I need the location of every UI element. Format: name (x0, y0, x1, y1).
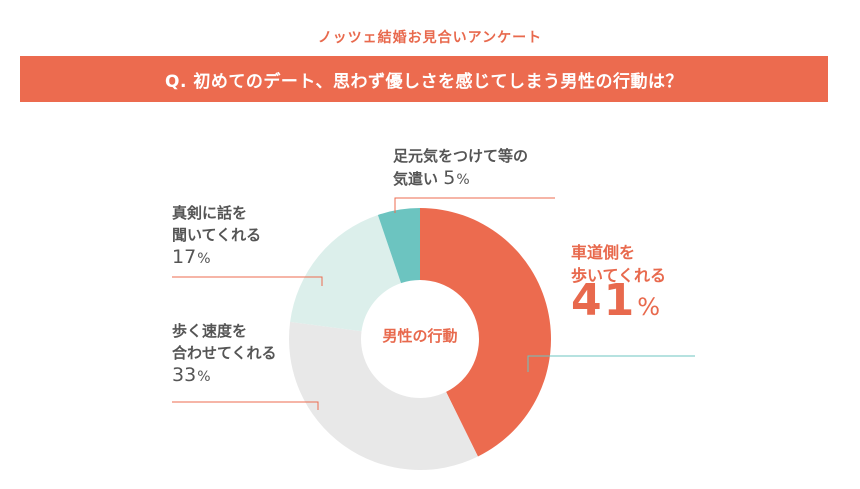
question-banner: Q. 初めてのデート、思わず優しさを感じてしまう男性の行動は？ (20, 56, 828, 102)
slice-label-listen: 真剣に話を 聞いてくれる 17% (172, 202, 261, 270)
slice-label-care-line2-row: 気遣い 5% (393, 167, 528, 191)
slice-speed (289, 321, 478, 470)
leader-main (527, 355, 695, 372)
slice-label-speed-line1: 歩く速度を (172, 322, 248, 340)
question-text: Q. 初めてのデート、思わず優しさを感じてしまう男性の行動は？ (165, 71, 683, 92)
slice-label-speed-line2: 合わせてくれる (172, 344, 277, 362)
slice-main (420, 208, 552, 457)
slice-label-listen-line1: 真剣に話を (172, 204, 248, 222)
slice-value-care-unit: % (456, 172, 470, 188)
slice-label-main-line1: 車道側を (571, 243, 636, 262)
slice-label-care-line1: 足元気をつけて等の (393, 147, 529, 165)
slice-label-main: 車道側を 歩いてくれる 41% (571, 241, 667, 323)
survey-label: ノッツェ結婚お見合いアンケート (317, 30, 543, 46)
slice-value-speed-number: 33 (172, 364, 197, 386)
slice-label-main-line2: 歩いてくれる (571, 266, 667, 285)
slice-value-listen-number: 17 (172, 246, 197, 268)
slice-value-care-number: 5 (443, 167, 456, 189)
slice-label-care-line2: 気遣い (393, 170, 439, 188)
leader-listen (172, 276, 323, 286)
slice-care (377, 208, 420, 284)
slice-value-main: 41% (571, 279, 666, 323)
slice-label-listen-line2: 聞いてくれる (172, 226, 262, 244)
leader-speed (172, 401, 319, 410)
leader-care (394, 197, 555, 213)
slice-label-speed: 歩く速度を 合わせてくれる 33% (172, 320, 277, 388)
slice-value-main-unit: % (637, 293, 661, 321)
slice-value-care: 5% (443, 167, 470, 189)
slice-label-care: 足元気をつけて等の 気遣い 5% (393, 145, 528, 191)
slice-value-listen-unit: % (197, 251, 211, 267)
slice-value-main-number: 41 (571, 275, 637, 326)
chart-center-label: 男性の行動 (382, 327, 458, 345)
slice-value-speed: 33% (172, 364, 277, 388)
slice-listen (290, 214, 402, 332)
slice-value-listen: 17% (172, 246, 261, 270)
slice-value-speed-unit: % (197, 369, 211, 385)
